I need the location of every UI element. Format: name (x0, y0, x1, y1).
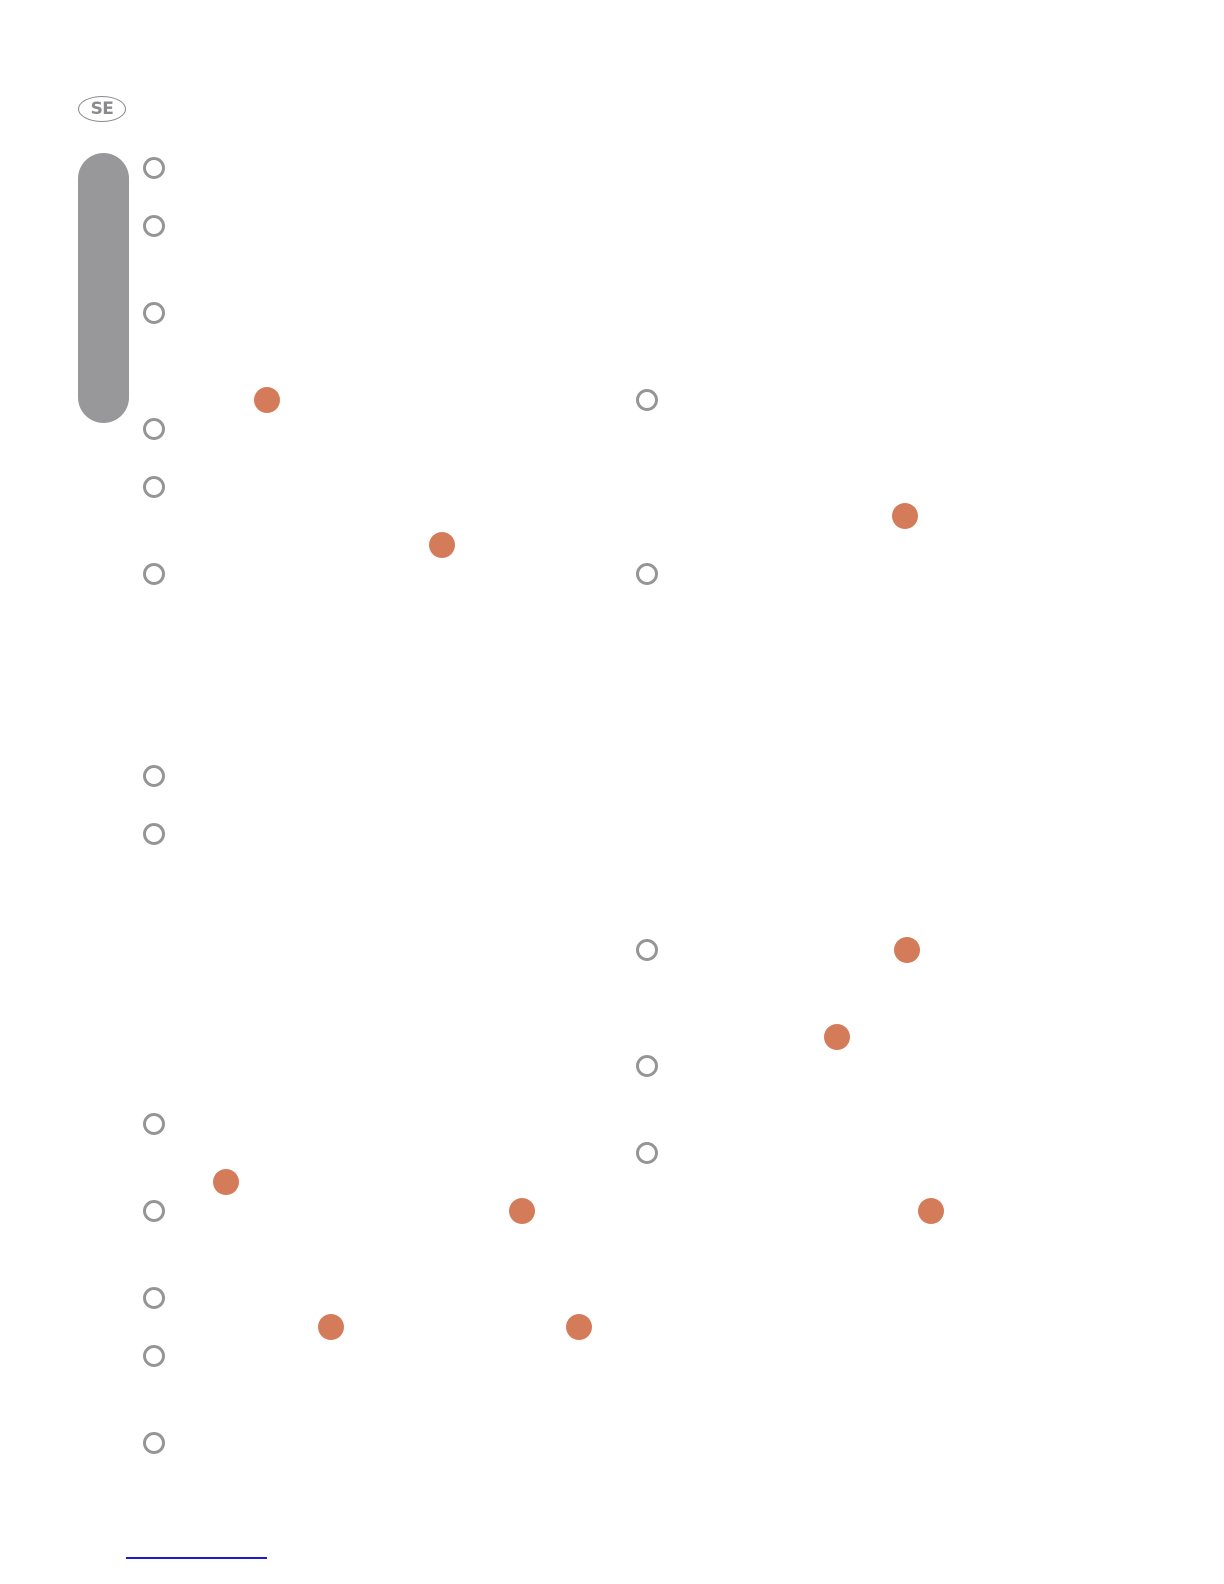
bullet-ring-icon (143, 1200, 165, 1222)
bullet-ring-icon (636, 563, 658, 585)
callout-dot-icon (824, 1024, 850, 1050)
language-badge: SE (78, 96, 126, 122)
callout-dot-icon (894, 937, 920, 963)
bullet-ring-icon (143, 1287, 165, 1309)
bullet-ring-icon (143, 157, 165, 179)
bullet-ring-icon (143, 823, 165, 845)
callout-dot-icon (509, 1198, 535, 1224)
callout-dot-icon (918, 1198, 944, 1224)
bullet-ring-icon (143, 765, 165, 787)
section-side-tab (78, 153, 129, 423)
bullet-ring-icon (143, 476, 165, 498)
callout-dot-icon (892, 503, 918, 529)
bullet-ring-icon (636, 1142, 658, 1164)
callout-dot-icon (318, 1314, 344, 1340)
bullet-ring-icon (636, 939, 658, 961)
bullet-ring-icon (143, 302, 165, 324)
bullet-ring-icon (143, 1432, 165, 1454)
bullet-ring-icon (636, 389, 658, 411)
footer-rule (126, 1557, 267, 1559)
bullet-ring-icon (143, 215, 165, 237)
bullet-ring-icon (636, 1055, 658, 1077)
callout-dot-icon (254, 387, 280, 413)
bullet-ring-icon (143, 1113, 165, 1135)
callout-dot-icon (566, 1314, 592, 1340)
callout-dot-icon (429, 532, 455, 558)
bullet-ring-icon (143, 418, 165, 440)
bullet-ring-icon (143, 1345, 165, 1367)
callout-dot-icon (213, 1169, 239, 1195)
bullet-ring-icon (143, 563, 165, 585)
